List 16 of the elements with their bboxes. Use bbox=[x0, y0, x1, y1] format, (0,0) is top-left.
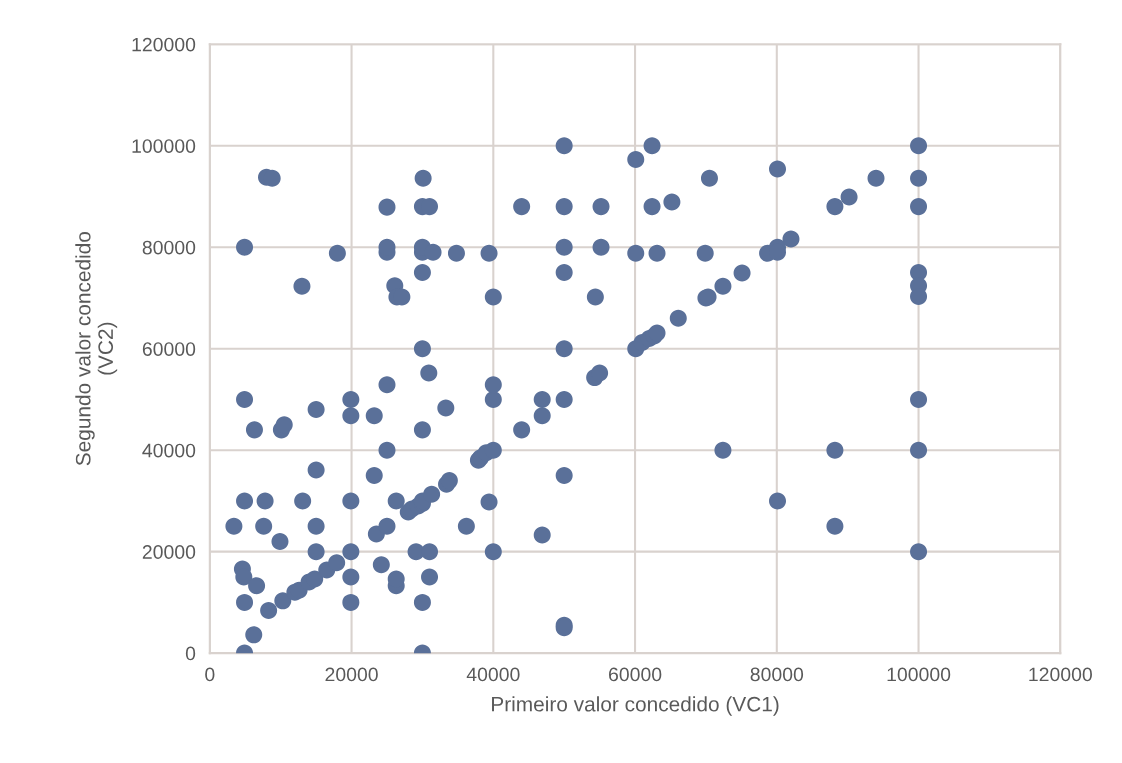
y-axis-title: Segundo valor concedido (VC2) bbox=[75, 231, 118, 466]
y-tick-label: 120000 bbox=[132, 37, 196, 52]
x-tick-label: 0 bbox=[205, 667, 215, 682]
y-tick-label: 60000 bbox=[142, 342, 196, 356]
x-tick-label: 40000 bbox=[466, 667, 520, 682]
y-tick-label: 40000 bbox=[142, 443, 196, 458]
y-tick-label: 80000 bbox=[142, 240, 196, 255]
x-tick-label: 60000 bbox=[609, 667, 662, 682]
x-axis-title: Primeiro valor concedido (VC1) bbox=[492, 696, 779, 716]
y-tick-label: 20000 bbox=[142, 545, 196, 559]
x-tick-label: 100000 bbox=[887, 667, 951, 682]
x-tick-label: 80000 bbox=[750, 667, 804, 682]
x-tick-label: 20000 bbox=[325, 667, 378, 682]
y-tick-label: 100000 bbox=[132, 139, 196, 153]
y-tick-label: 0 bbox=[185, 646, 196, 661]
x-tick-label: 120000 bbox=[1029, 667, 1092, 682]
